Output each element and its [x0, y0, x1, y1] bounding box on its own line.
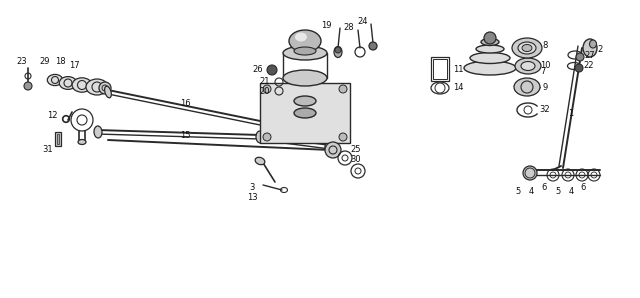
Text: 4: 4	[568, 187, 573, 196]
Ellipse shape	[256, 131, 264, 143]
Circle shape	[325, 142, 341, 158]
Ellipse shape	[589, 40, 596, 48]
Circle shape	[576, 53, 584, 61]
Bar	[260, 83, 350, 143]
Text: 19: 19	[321, 21, 332, 30]
Ellipse shape	[283, 46, 327, 60]
Ellipse shape	[86, 79, 108, 95]
Text: 14: 14	[452, 83, 463, 92]
Text: 13: 13	[246, 193, 257, 203]
Text: 5: 5	[556, 187, 561, 196]
Text: 23: 23	[17, 57, 28, 66]
Ellipse shape	[294, 47, 316, 55]
Ellipse shape	[481, 38, 499, 46]
Circle shape	[339, 133, 347, 141]
Circle shape	[99, 82, 111, 94]
Circle shape	[263, 133, 271, 141]
Text: 31: 31	[43, 145, 53, 154]
Ellipse shape	[583, 39, 597, 57]
Ellipse shape	[295, 32, 307, 41]
Text: 26: 26	[253, 66, 263, 74]
Text: 7: 7	[540, 68, 546, 77]
Circle shape	[369, 42, 377, 50]
Ellipse shape	[47, 74, 63, 86]
Text: 25: 25	[351, 145, 361, 154]
Text: 21: 21	[260, 77, 270, 86]
Circle shape	[24, 82, 32, 90]
Text: 29: 29	[40, 57, 51, 66]
Ellipse shape	[464, 61, 516, 75]
Bar	[57, 134, 59, 144]
Ellipse shape	[334, 46, 342, 58]
Ellipse shape	[255, 157, 265, 165]
Ellipse shape	[521, 61, 535, 71]
Text: 1: 1	[568, 108, 573, 117]
Ellipse shape	[60, 77, 77, 89]
Text: 28: 28	[344, 23, 355, 32]
Text: 30: 30	[351, 156, 362, 164]
Bar	[431, 57, 449, 81]
Text: 11: 11	[452, 64, 463, 74]
Ellipse shape	[104, 86, 111, 98]
Text: 2: 2	[597, 46, 603, 55]
Ellipse shape	[515, 58, 541, 74]
Text: 9: 9	[542, 83, 548, 91]
Circle shape	[575, 64, 583, 72]
Text: 8: 8	[542, 41, 548, 50]
Ellipse shape	[78, 139, 86, 145]
Ellipse shape	[283, 70, 327, 86]
Text: 18: 18	[54, 58, 65, 66]
Circle shape	[339, 85, 347, 93]
Circle shape	[263, 85, 271, 93]
Text: 3: 3	[250, 182, 255, 192]
Text: 24: 24	[358, 18, 368, 27]
Text: 5: 5	[515, 187, 520, 196]
Text: 12: 12	[47, 111, 57, 120]
Text: 10: 10	[540, 61, 550, 71]
Text: 6: 6	[580, 184, 586, 193]
Circle shape	[484, 32, 496, 44]
Text: 27: 27	[585, 50, 595, 60]
Ellipse shape	[518, 42, 536, 54]
Bar	[55, 132, 61, 146]
Text: 16: 16	[180, 99, 190, 108]
Ellipse shape	[522, 44, 532, 52]
Ellipse shape	[289, 30, 321, 52]
Ellipse shape	[94, 126, 102, 138]
Ellipse shape	[514, 78, 540, 96]
Ellipse shape	[267, 118, 275, 132]
Text: 17: 17	[68, 60, 79, 69]
Circle shape	[267, 65, 277, 75]
Bar	[433, 59, 447, 79]
Ellipse shape	[523, 166, 537, 180]
Text: 22: 22	[584, 61, 595, 71]
Text: 20: 20	[260, 86, 270, 95]
Text: 15: 15	[180, 131, 190, 140]
Ellipse shape	[476, 45, 504, 53]
Circle shape	[335, 47, 341, 53]
Text: 4: 4	[529, 187, 534, 196]
Ellipse shape	[294, 108, 316, 118]
Ellipse shape	[325, 141, 333, 153]
Ellipse shape	[470, 52, 510, 63]
Text: 32: 32	[540, 105, 550, 114]
Ellipse shape	[294, 96, 316, 106]
Ellipse shape	[72, 78, 92, 92]
Ellipse shape	[512, 38, 542, 58]
Text: 6: 6	[541, 184, 547, 193]
